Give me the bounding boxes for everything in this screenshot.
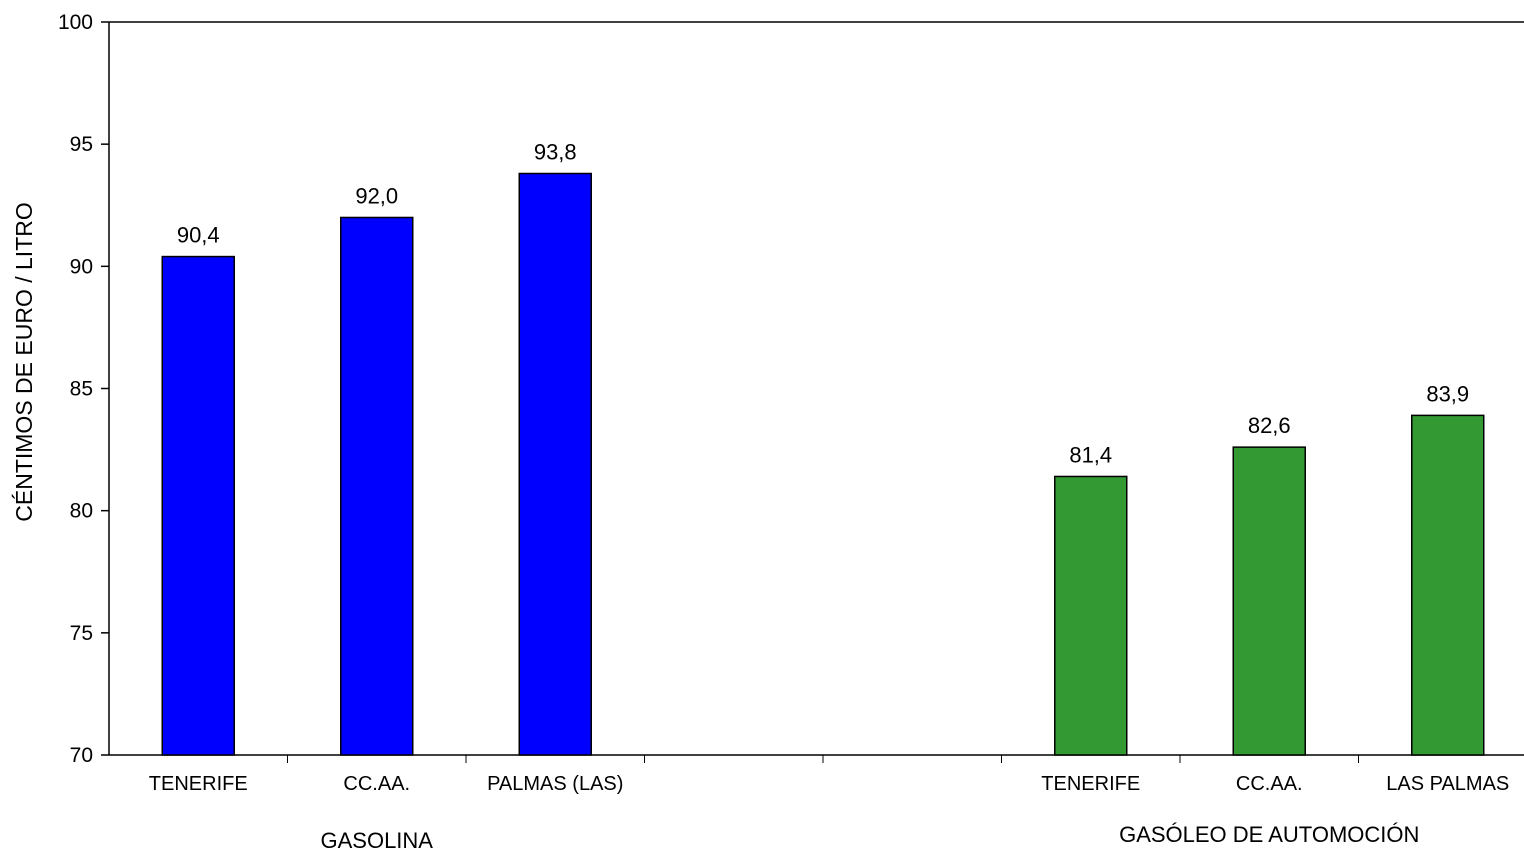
category-label: LAS PALMAS: [1386, 773, 1509, 795]
data-label: 90,4: [177, 223, 220, 248]
category-label: TENERIFE: [1041, 773, 1140, 795]
y-tick-label: 95: [70, 133, 93, 156]
y-tick-label: 90: [70, 255, 93, 278]
data-label: 93,8: [534, 139, 577, 164]
bar: [518, 172, 592, 756]
bar: [1054, 475, 1128, 756]
bars: [161, 172, 1485, 756]
bar: [1232, 446, 1306, 756]
y-axis-title-group: CÉNTIMOS DE EURO / LITRO: [11, 202, 37, 521]
y-axis-ticks: 70 75 80 85 90 95 100: [58, 11, 109, 767]
data-label: 81,4: [1069, 442, 1112, 467]
bar: [340, 216, 414, 756]
bar: [1411, 414, 1485, 756]
data-label: 82,6: [1248, 413, 1291, 438]
y-tick-label: 75: [70, 622, 93, 645]
group-labels: GASOLINA GASÓLEO DE AUTOMOCIÓN: [321, 822, 1420, 852]
group-label: GASÓLEO DE AUTOMOCIÓN: [1119, 822, 1419, 847]
data-label: 83,9: [1426, 381, 1469, 406]
category-label: TENERIFE: [149, 773, 248, 795]
category-label: PALMAS (LAS): [487, 773, 623, 795]
y-tick-label: 70: [70, 744, 93, 767]
category-label: CC.AA.: [343, 773, 410, 795]
axes: [108, 21, 1524, 763]
category-labels: TENERIFE CC.AA. PALMAS (LAS) TENERIFE CC.AA.…: [149, 773, 1509, 795]
y-tick-label: 80: [70, 500, 93, 523]
data-labels: 90,4 92,0 93,8 81,4 82,6 83,9: [177, 139, 1469, 467]
y-axis-title: CÉNTIMOS DE EURO / LITRO: [11, 202, 37, 521]
data-label: 92,0: [355, 183, 398, 208]
y-tick-label: 85: [70, 378, 93, 401]
bar: [161, 255, 235, 756]
group-label: GASOLINA: [321, 828, 434, 852]
y-tick-label: 100: [58, 11, 93, 34]
category-label: CC.AA.: [1236, 773, 1303, 795]
